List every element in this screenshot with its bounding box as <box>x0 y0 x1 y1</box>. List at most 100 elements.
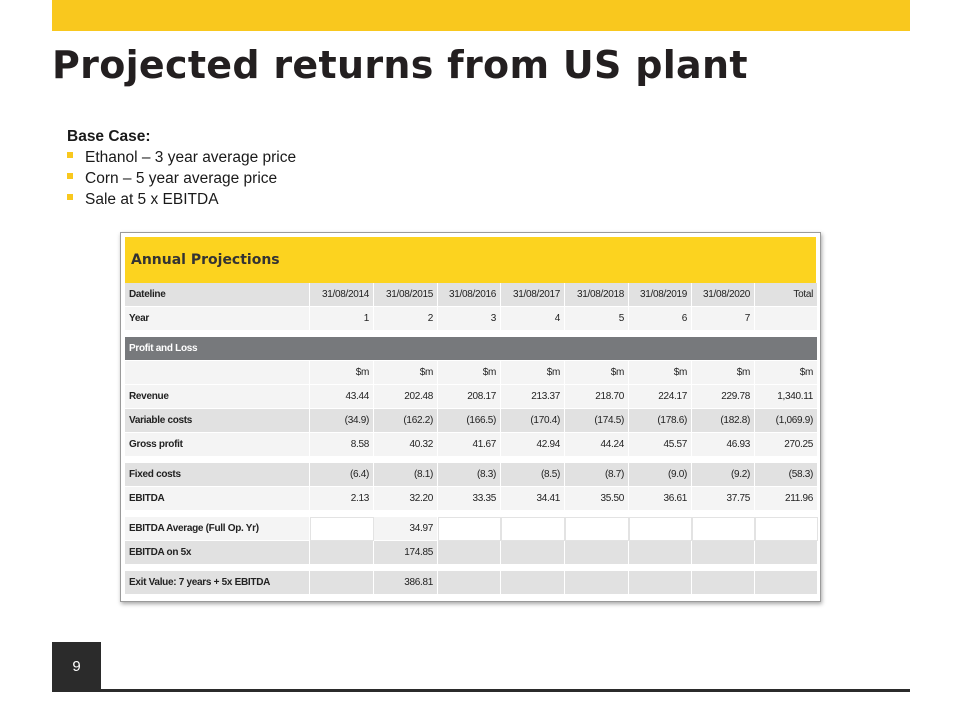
table-cell: 43.44 <box>310 385 374 409</box>
base-case-heading: Base Case: <box>67 128 151 145</box>
table-spacer <box>125 457 818 463</box>
table-cell: (34.9) <box>310 409 374 433</box>
table-cell: 32.20 <box>374 487 438 511</box>
annual-projections-table-image: Annual Projections Dateline 31/08/2014 3… <box>120 232 821 602</box>
table-cell: $m <box>310 361 374 385</box>
table-cell-empty <box>692 571 755 595</box>
table-row: Variable costs (34.9) (162.2) (166.5) (1… <box>125 409 818 433</box>
table-cell: (162.2) <box>374 409 438 433</box>
table-header-cell: Dateline <box>125 283 310 307</box>
table-row: EBITDA Average (Full Op. Yr) 34.97 <box>125 517 818 541</box>
table-cell-empty <box>501 571 565 595</box>
table-spacer <box>125 511 818 517</box>
table-cell <box>755 307 818 331</box>
table-cell: $m <box>629 361 692 385</box>
table-header-cell: Total <box>755 283 818 307</box>
table-cell: (170.4) <box>501 409 565 433</box>
table-cell-empty <box>501 541 565 565</box>
table-cell: (8.3) <box>438 463 501 487</box>
table-cell: 44.24 <box>565 433 629 457</box>
table-cell: (174.5) <box>565 409 629 433</box>
table-row: Gross profit 8.58 40.32 41.67 42.94 44.2… <box>125 433 818 457</box>
base-case-item: Sale at 5 x EBITDA <box>67 189 296 210</box>
table-cell: (58.3) <box>755 463 818 487</box>
table-cell-empty <box>755 571 818 595</box>
square-bullet-icon <box>67 152 73 158</box>
table-row: Revenue 43.44 202.48 208.17 213.37 218.7… <box>125 385 818 409</box>
table-cell: 35.50 <box>565 487 629 511</box>
base-case-section: Base Case: Ethanol – 3 year average pric… <box>67 126 296 210</box>
table-cell: Exit Value: 7 years + 5x EBITDA <box>125 571 310 595</box>
table-cell: 218.70 <box>565 385 629 409</box>
table-title: Annual Projections <box>125 237 816 283</box>
table-cell-empty <box>310 517 374 541</box>
table-cell: $m <box>692 361 755 385</box>
table-cell-empty <box>629 541 692 565</box>
table-cell: 211.96 <box>755 487 818 511</box>
square-bullet-icon <box>67 194 73 200</box>
table-cell-empty <box>310 571 374 595</box>
table-header-cell: 31/08/2017 <box>501 283 565 307</box>
table-cell: 174.85 <box>374 541 438 565</box>
table-cell: (6.4) <box>310 463 374 487</box>
table-cell: Fixed costs <box>125 463 310 487</box>
base-case-item-text: Ethanol – 3 year average price <box>85 149 297 166</box>
table-cell: Year <box>125 307 310 331</box>
table-row: EBITDA 2.13 32.20 33.35 34.41 35.50 36.6… <box>125 487 818 511</box>
table-row: Exit Value: 7 years + 5x EBITDA 386.81 <box>125 571 818 595</box>
table-cell-empty <box>438 541 501 565</box>
table-cell: 1,340.11 <box>755 385 818 409</box>
slide-title: Projected returns from US plant <box>52 43 748 87</box>
table-cell: 36.61 <box>629 487 692 511</box>
table-cell-empty <box>438 517 501 541</box>
top-accent-bar <box>52 0 910 31</box>
table-cell: 40.32 <box>374 433 438 457</box>
table-cell-empty <box>692 541 755 565</box>
table-cell: 6 <box>629 307 692 331</box>
section-header: Profit and Loss <box>125 337 818 361</box>
table-row: EBITDA on 5x 174.85 <box>125 541 818 565</box>
table-cell: 229.78 <box>692 385 755 409</box>
table-row: Fixed costs (6.4) (8.1) (8.3) (8.5) (8.7… <box>125 463 818 487</box>
table-cell: 202.48 <box>374 385 438 409</box>
table-cell: 213.37 <box>501 385 565 409</box>
table-cell: 1 <box>310 307 374 331</box>
table-cell: 5 <box>565 307 629 331</box>
table-header-cell: 31/08/2020 <box>692 283 755 307</box>
table-header-row: Dateline 31/08/2014 31/08/2015 31/08/201… <box>125 283 818 307</box>
table-cell: EBITDA on 5x <box>125 541 310 565</box>
table-cell: $m <box>755 361 818 385</box>
table-cell: (182.8) <box>692 409 755 433</box>
square-bullet-icon <box>67 173 73 179</box>
base-case-list: Ethanol – 3 year average price Corn – 5 … <box>67 147 296 210</box>
table-header-cell: 31/08/2016 <box>438 283 501 307</box>
table-cell: EBITDA <box>125 487 310 511</box>
table-cell-empty <box>310 541 374 565</box>
table-cell: 208.17 <box>438 385 501 409</box>
table-cell: 2 <box>374 307 438 331</box>
table-row: $m $m $m $m $m $m $m $m <box>125 361 818 385</box>
table-cell: (8.7) <box>565 463 629 487</box>
table-cell: (9.2) <box>692 463 755 487</box>
table-cell: (178.6) <box>629 409 692 433</box>
table-cell-empty <box>501 517 565 541</box>
table-spacer <box>125 565 818 571</box>
table-cell: $m <box>374 361 438 385</box>
table-cell: 3 <box>438 307 501 331</box>
base-case-item-text: Corn – 5 year average price <box>85 170 278 187</box>
table-cell-empty <box>755 517 818 541</box>
table-cell: EBITDA Average (Full Op. Yr) <box>125 517 310 541</box>
table-cell: 224.17 <box>629 385 692 409</box>
table-cell: 42.94 <box>501 433 565 457</box>
table-cell: 8.58 <box>310 433 374 457</box>
base-case-item: Corn – 5 year average price <box>67 168 296 189</box>
page-number: 9 <box>52 642 101 691</box>
table-cell-empty <box>565 571 629 595</box>
projections-table: Dateline 31/08/2014 31/08/2015 31/08/201… <box>125 283 818 595</box>
table-header-cell: 31/08/2019 <box>629 283 692 307</box>
table-cell: $m <box>501 361 565 385</box>
table-cell: 270.25 <box>755 433 818 457</box>
table-cell: 46.93 <box>692 433 755 457</box>
table-cell: 386.81 <box>374 571 438 595</box>
table-cell-empty <box>565 517 629 541</box>
